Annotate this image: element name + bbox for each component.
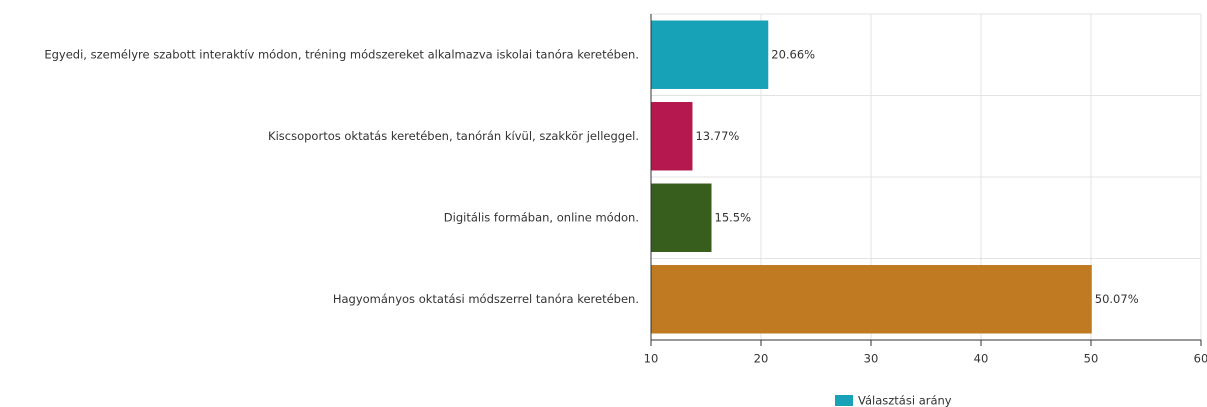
legend-label: Választási arány — [858, 394, 952, 407]
x-tick-label: 10 — [644, 352, 659, 366]
bar — [651, 102, 693, 171]
y-tick-label: Digitális formában, online módon. — [444, 210, 639, 224]
y-tick-label: Hagyományos oktatási módszerrel tanóra k… — [333, 292, 639, 306]
bar — [651, 20, 769, 89]
value-label: 13.77% — [695, 129, 739, 143]
x-tick-label: 40 — [974, 352, 989, 366]
y-tick-label: Egyedi, személyre szabott interaktív mód… — [44, 47, 639, 61]
legend-swatch — [835, 395, 853, 406]
x-tick-label: 50 — [1084, 352, 1099, 366]
bar — [651, 183, 712, 252]
x-tick-label: 60 — [1194, 352, 1207, 366]
value-label: 15.5% — [715, 210, 752, 224]
y-tick-label: Kiscsoportos oktatás keretében, tanórán … — [268, 129, 639, 143]
bar — [651, 265, 1092, 334]
x-tick-label: 30 — [864, 352, 879, 366]
value-label: 20.66% — [771, 47, 815, 61]
x-tick-label: 20 — [754, 352, 769, 366]
value-label: 50.07% — [1095, 292, 1139, 306]
